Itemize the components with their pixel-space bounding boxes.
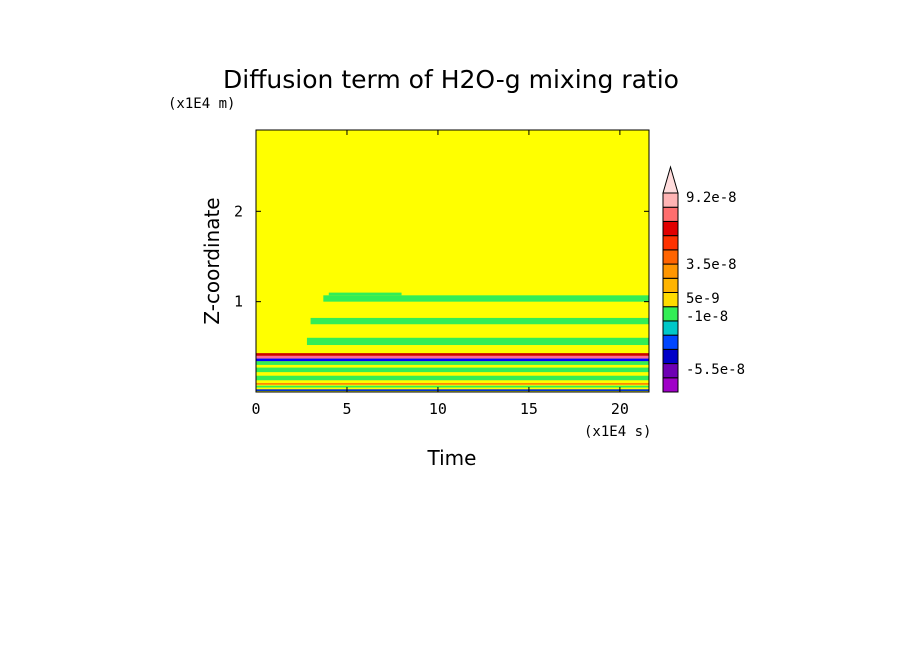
field-band (323, 295, 649, 302)
colorbar-box (662, 348, 679, 365)
y-tick-label: 2 (234, 202, 243, 220)
x-tick-label: 15 (520, 400, 538, 418)
x-unit-label: (x1E4 s) (584, 424, 651, 440)
x-tick-label: 5 (342, 400, 351, 418)
field-band (306, 337, 649, 346)
x-tick-label: 20 (611, 400, 629, 418)
colorbar-box (662, 292, 679, 308)
y-unit-label: (x1E4 m) (168, 96, 235, 112)
y-axis-ticks: 12 (234, 202, 649, 311)
field-background (256, 130, 649, 392)
colorbar-box (662, 263, 679, 279)
colorbar-box (662, 206, 679, 222)
field-band (256, 375, 649, 381)
colorbar-label-4: -1e-8 (686, 309, 728, 325)
colorbar-label-2: 3.5e-8 (686, 257, 737, 273)
plot-frame (255, 129, 650, 393)
field-band (328, 292, 402, 296)
x-tick-label: 10 (429, 400, 447, 418)
colorbar-box (662, 377, 679, 393)
field-band (256, 385, 649, 388)
colorbar (662, 165, 679, 393)
colorbar-box (662, 249, 679, 265)
colorbar-box (662, 235, 679, 251)
colorbar-label-5: -5.5e-8 (686, 362, 745, 378)
colorbar-label-3: 5e-9 (686, 291, 720, 307)
field-band (310, 317, 649, 325)
colorbar-box (662, 277, 679, 293)
field-band (256, 361, 649, 365)
field-bands (256, 292, 649, 392)
colorbar-box (662, 334, 679, 350)
x-axis-label: Time (427, 446, 477, 470)
field-band (256, 382, 649, 385)
field-band (256, 358, 649, 362)
field-band (256, 355, 649, 359)
field-band (256, 367, 649, 373)
colorbar-box (662, 192, 679, 208)
field-band (256, 353, 649, 356)
y-axis-label: Z-coordinate (200, 197, 224, 324)
x-tick-label: 0 (251, 400, 260, 418)
colorbar-extend-arrow (662, 165, 679, 194)
y-tick-label: 1 (234, 293, 243, 311)
chart-title: Diffusion term of H2O-g mixing ratio (223, 65, 679, 94)
colorbar-label-1: 9.2e-8 (686, 190, 737, 206)
plot-area (255, 129, 650, 393)
colorbar-box (662, 220, 679, 237)
field-band (256, 389, 649, 392)
colorbar-box (662, 306, 679, 322)
colorbar-box (662, 320, 679, 336)
colorbar-box (662, 363, 679, 379)
x-axis-ticks: 0 5 10 15 20 (251, 130, 629, 418)
colorbar-labels: 9.2e-8 3.5e-8 5e-9 -1e-8 -5.5e-8 (686, 190, 745, 378)
